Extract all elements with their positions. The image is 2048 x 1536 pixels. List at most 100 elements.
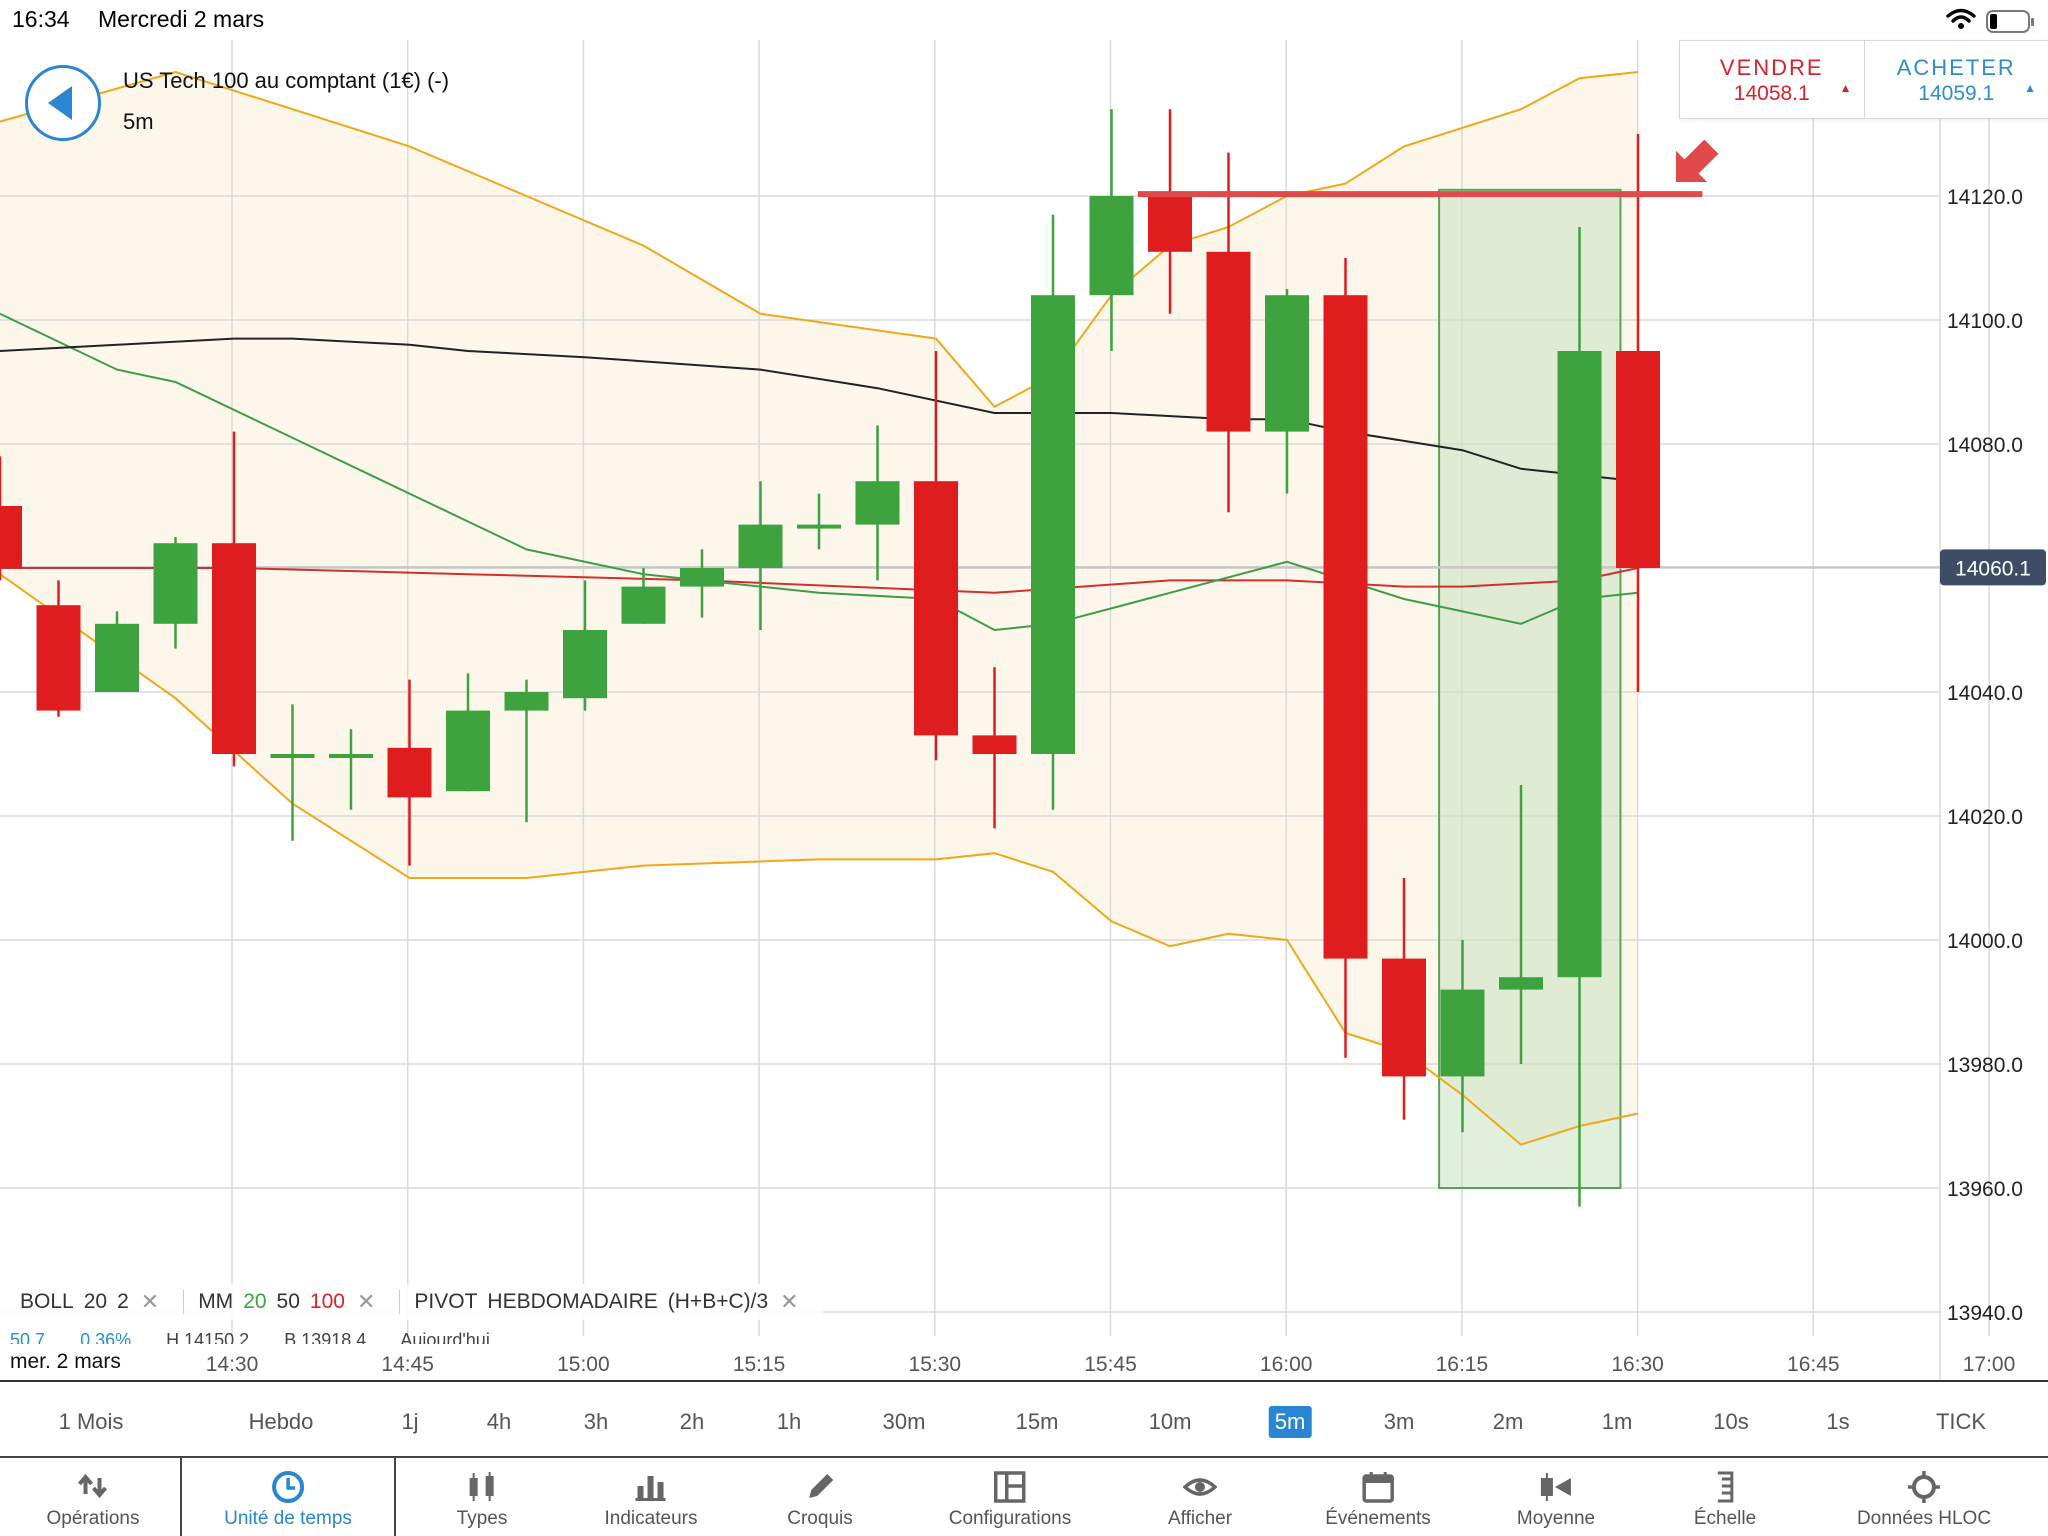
candle-body [1499, 977, 1543, 990]
candle [270, 704, 315, 841]
toolbar-clock-button[interactable]: Unité de temps [224, 1458, 352, 1536]
current-price-tag [1940, 549, 2046, 586]
toolbar-eye-button[interactable]: Afficher [1168, 1458, 1232, 1536]
timeframe-tick[interactable]: TICK [1935, 1409, 1987, 1434]
timeframe-15m[interactable]: 15m [1015, 1409, 1059, 1434]
candle [95, 611, 139, 692]
y-tick-label: 13980.0 [1947, 1054, 2023, 1077]
timeframe-1m[interactable]: 1m [1601, 1409, 1633, 1434]
timeframe-3m[interactable]: 3m [1383, 1409, 1415, 1434]
indicator-values: 50.7 0.36% H 14150.2 B 13918.4 Aujourd'h… [10, 1330, 520, 1344]
toolbar-calendar-button[interactable]: Événements [1325, 1458, 1431, 1536]
eye-icon [1182, 1478, 1217, 1496]
status-bar: 16:34 Mercredi 2 mars [0, 0, 2048, 40]
toolbar-candles-button[interactable]: Types [457, 1458, 507, 1536]
timeframe-30m[interactable]: 30m [882, 1409, 926, 1434]
timeframe-2h[interactable]: 2h [679, 1409, 705, 1434]
x-tick-label: 15:45 [1084, 1353, 1137, 1376]
toolbar-arrows-button[interactable]: Opérations [46, 1458, 140, 1536]
back-button[interactable] [25, 65, 101, 141]
remove-indicator-icon[interactable]: ✕ [356, 1289, 376, 1314]
bollinger-lower-line [0, 573, 1639, 1146]
candle [797, 493, 841, 550]
toolbar-label: Données HLOC [1856, 1508, 1992, 1529]
remove-indicator-icon[interactable]: ✕ [140, 1289, 160, 1314]
bollinger-upper-line [0, 70, 1639, 409]
indicator-value: 0.36% [80, 1330, 132, 1344]
toolbar-label: Unité de temps [224, 1508, 352, 1529]
toolbar-scale-button[interactable]: Échelle [1694, 1458, 1756, 1536]
toolbar-divider [394, 1458, 396, 1536]
timeframe-5m[interactable]: 5m [1268, 1406, 1312, 1438]
trade-panel: VENDRE 14058.1 ▲ ACHETER 14059.1 ▲ [1679, 40, 2048, 119]
candle-body [797, 524, 841, 529]
candle [1148, 109, 1192, 314]
y-tick-label: 14080.0 [1947, 434, 2023, 457]
indicator-boll[interactable]: BOLL 20 2 ✕ [20, 1289, 169, 1315]
buy-price: 14059.1 [1918, 82, 1995, 105]
average-icon [1540, 1473, 1571, 1501]
toolbar-label: Configurations [948, 1508, 1072, 1529]
timeframe-4h[interactable]: 4h [486, 1409, 512, 1434]
candle-body [0, 506, 22, 568]
candle-body [1206, 251, 1251, 432]
toolbar-crosshair-button[interactable]: Données HLOC [1857, 1458, 1991, 1536]
candle [1616, 134, 1660, 692]
current-price-label: 14060.1 [1955, 557, 2031, 580]
y-tick-label: 13960.0 [1947, 1178, 2023, 1201]
toolbar-label: Opérations [46, 1508, 140, 1529]
sell-button[interactable]: VENDRE 14058.1 ▲ [1680, 41, 1864, 118]
candle [1323, 258, 1368, 1058]
toolbar-pencil-button[interactable]: Croquis [787, 1458, 853, 1536]
timeframe-10s[interactable]: 10s [1713, 1409, 1749, 1434]
bars-icon [635, 1476, 666, 1501]
axes-layer: 14120.014100.014080.014060.014040.014020… [206, 186, 2046, 1376]
candle-body [446, 710, 490, 792]
candle [446, 673, 490, 792]
toolbar-layout-button[interactable]: Configurations [948, 1458, 1072, 1536]
x-tick-label: 16:45 [1787, 1353, 1840, 1376]
toolbar-bars-button[interactable]: Indicateurs [605, 1458, 697, 1536]
clock-icon [271, 1471, 304, 1503]
candle [680, 549, 724, 618]
candle [212, 431, 256, 767]
candle-body [1616, 351, 1660, 568]
indicator-param: 2 [117, 1290, 129, 1313]
buy-button[interactable]: ACHETER 14059.1 ▲ [1863, 41, 2048, 118]
indicator-pivot[interactable]: PIVOT HEBDOMADAIRE (H+B+C)/3 ✕ [414, 1289, 808, 1315]
timeframe-10m[interactable]: 10m [1148, 1409, 1192, 1434]
timeframe-1-mois[interactable]: 1 Mois [58, 1409, 124, 1434]
timeframe-1s[interactable]: 1s [1826, 1409, 1850, 1434]
candle [387, 679, 432, 866]
y-tick-label: 14020.0 [1947, 806, 2023, 829]
toolbar-average-button[interactable]: Moyenne [1517, 1458, 1595, 1536]
candle [1440, 940, 1485, 1133]
toolbar-label: Moyenne [1516, 1508, 1596, 1529]
timeframe-hebdo[interactable]: Hebdo [248, 1409, 314, 1434]
divider [183, 1290, 185, 1314]
timeframe-1j[interactable]: 1j [401, 1409, 419, 1434]
x-tick-label: 14:45 [381, 1353, 434, 1376]
price-up-icon: ▲ [1839, 81, 1852, 95]
mm20-line [0, 312, 1639, 632]
timeframe-1h[interactable]: 1h [776, 1409, 802, 1434]
timeframe-3h[interactable]: 3h [583, 1409, 609, 1434]
indicator-mm[interactable]: MM 20 50 100 ✕ [198, 1289, 385, 1315]
indicator-param: 100 [309, 1290, 345, 1313]
candle-body [153, 543, 198, 624]
remove-indicator-icon[interactable]: ✕ [780, 1289, 799, 1314]
toolbar-label: Événements [1325, 1508, 1431, 1529]
candle-body [329, 754, 373, 758]
candle [1206, 152, 1251, 513]
candles-icon [469, 1472, 494, 1501]
y-tick-label: 14100.0 [1947, 310, 2023, 333]
indicator-value: 50.7 [10, 1330, 46, 1344]
timeframe-2m[interactable]: 2m [1492, 1409, 1524, 1434]
toolbar-divider [180, 1458, 182, 1536]
candle-body [95, 623, 139, 692]
indicator-name: MM [198, 1290, 234, 1313]
status-time: 16:34 [12, 6, 70, 32]
candle-body [504, 692, 549, 711]
candle [914, 351, 958, 761]
price-chart[interactable]: 14120.014100.014080.014060.014040.014020… [0, 40, 2048, 1380]
